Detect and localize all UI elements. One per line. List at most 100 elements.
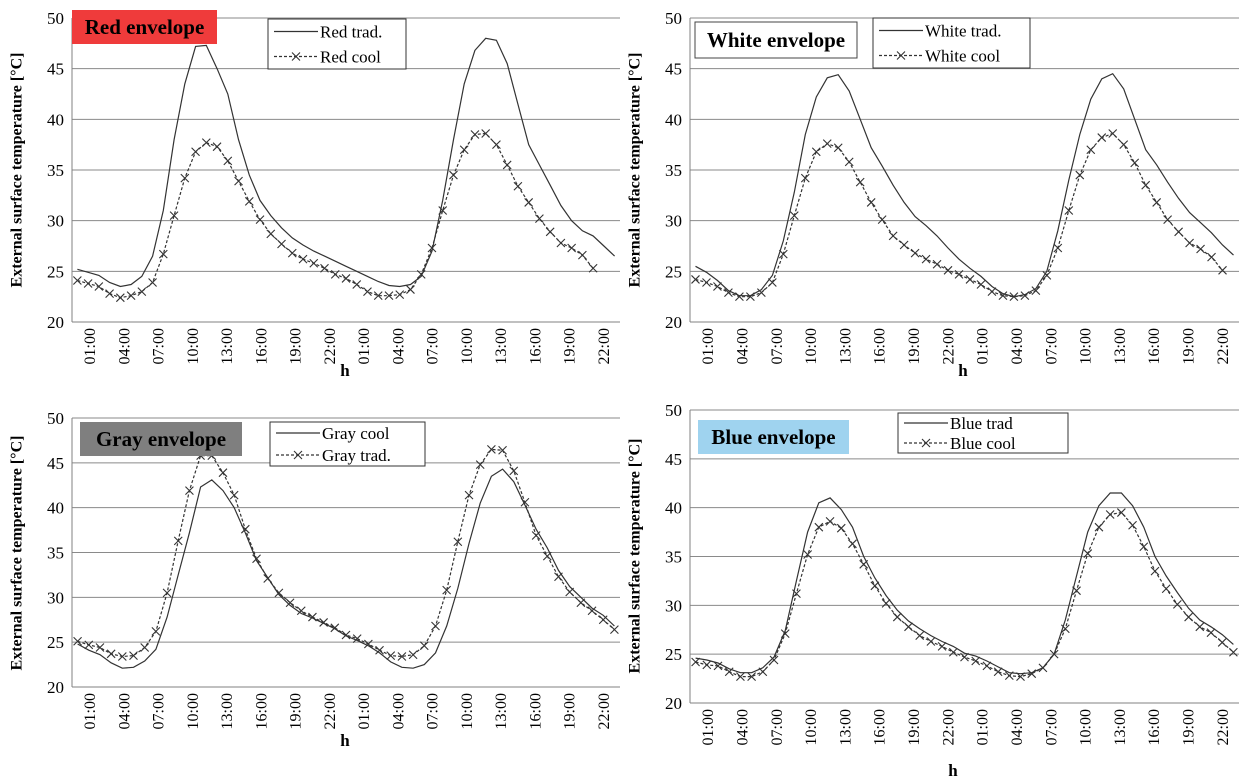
legend-label: Blue cool xyxy=(950,434,1016,453)
data-point-marker xyxy=(1116,508,1126,517)
y-tick-label: 25 xyxy=(665,262,682,281)
data-point-marker xyxy=(877,215,887,225)
data-point-marker xyxy=(431,621,440,631)
legend-label: Gray trad. xyxy=(322,446,391,465)
x-tick-label: 07:00 xyxy=(425,693,442,729)
data-point-marker xyxy=(844,157,854,167)
data-point-marker xyxy=(296,606,306,616)
data-point-marker xyxy=(1072,586,1081,596)
x-tick-label: 19:00 xyxy=(288,693,305,729)
x-tick-label: 10:00 xyxy=(803,328,820,364)
data-point-marker xyxy=(320,263,329,273)
data-point-marker xyxy=(341,274,351,283)
x-axis-title: h xyxy=(948,761,958,779)
data-point-marker xyxy=(148,278,157,287)
legend-marker xyxy=(293,450,303,460)
data-point-marker xyxy=(106,649,116,659)
data-point-marker xyxy=(244,197,254,206)
x-tick-label: 10:00 xyxy=(459,693,476,729)
data-point-marker xyxy=(1031,286,1041,295)
data-point-marker xyxy=(713,661,723,671)
x-tick-label: 10:00 xyxy=(185,328,202,364)
data-point-marker xyxy=(169,211,179,220)
data-point-marker xyxy=(811,147,821,157)
data-point-marker xyxy=(201,138,211,148)
y-tick-label: 40 xyxy=(47,499,64,518)
data-point-marker xyxy=(464,490,474,500)
data-point-marker xyxy=(94,282,104,291)
data-point-marker xyxy=(373,291,383,301)
data-point-marker xyxy=(870,581,880,591)
data-point-marker xyxy=(800,173,810,183)
data-point-marker xyxy=(486,444,496,454)
y-tick-label: 45 xyxy=(47,60,64,79)
data-point-marker xyxy=(932,259,942,269)
data-point-marker xyxy=(825,516,835,526)
y-tick-label: 25 xyxy=(47,633,64,652)
x-tick-label: 04:00 xyxy=(116,693,133,729)
data-point-marker xyxy=(1185,238,1194,248)
data-point-marker xyxy=(1086,145,1096,155)
chart-title-box xyxy=(72,10,217,44)
data-point-marker xyxy=(736,672,745,682)
y-tick-label: 30 xyxy=(47,212,64,231)
data-point-marker xyxy=(1174,227,1183,237)
data-point-marker xyxy=(767,278,777,287)
data-point-marker xyxy=(151,627,161,636)
data-point-marker xyxy=(277,239,286,249)
data-point-marker xyxy=(126,291,136,301)
legend-box xyxy=(897,412,1069,454)
data-point-marker xyxy=(542,551,552,561)
x-axis-title: h xyxy=(958,361,968,380)
legend-label: Red trad. xyxy=(320,23,382,42)
data-point-marker xyxy=(881,598,891,608)
data-point-marker xyxy=(859,559,869,569)
data-point-marker xyxy=(384,291,394,301)
data-point-marker xyxy=(274,588,284,598)
x-tick-label: 22:00 xyxy=(322,328,339,364)
x-tick-label: 04:00 xyxy=(116,328,133,364)
y-tick-label: 50 xyxy=(47,9,64,28)
data-point-marker xyxy=(185,486,194,496)
data-point-marker xyxy=(1152,198,1162,207)
x-tick-label: 10:00 xyxy=(1078,328,1095,364)
data-point-marker xyxy=(948,647,958,657)
data-point-marker xyxy=(73,636,82,646)
data-point-marker xyxy=(756,288,766,298)
data-point-marker xyxy=(998,291,1008,301)
x-tick-label: 01:00 xyxy=(700,328,717,364)
x-tick-label: 01:00 xyxy=(975,328,992,364)
x-tick-label: 07:00 xyxy=(769,709,786,745)
y-tick-label: 50 xyxy=(665,9,682,28)
data-point-marker xyxy=(702,660,712,670)
y-tick-label: 30 xyxy=(47,588,64,607)
legend-marker xyxy=(896,51,906,60)
data-point-marker xyxy=(792,589,801,599)
x-tick-label: 22:00 xyxy=(1215,328,1232,364)
data-point-marker xyxy=(554,572,563,582)
data-point-marker xyxy=(1009,292,1019,302)
data-point-marker xyxy=(1206,628,1216,638)
x-tick-label: 22:00 xyxy=(596,693,613,729)
x-tick-label: 07:00 xyxy=(151,693,168,729)
x-tick-label: 07:00 xyxy=(1043,328,1060,364)
legend-label: Red cool xyxy=(320,48,381,67)
data-point-marker xyxy=(84,640,94,650)
y-tick-label: 40 xyxy=(665,110,682,129)
x-tick-label: 01:00 xyxy=(700,709,717,745)
data-point-marker xyxy=(229,490,239,500)
data-point-marker xyxy=(822,139,832,149)
x-tick-label: 01:00 xyxy=(975,709,992,745)
data-point-marker xyxy=(904,622,913,632)
data-point-marker xyxy=(588,263,598,273)
chart-title: Red envelope xyxy=(85,15,205,39)
chart-title: White envelope xyxy=(707,28,845,52)
data-point-marker xyxy=(1119,140,1129,150)
legend-box xyxy=(269,421,426,467)
x-tick-label: 19:00 xyxy=(1181,328,1198,364)
data-point-marker xyxy=(180,173,190,183)
data-point-marker xyxy=(158,249,168,259)
chart-panel-red: 20 25 30 35 40 45 50 01:00 04:00 07:00 10:00 13:00 1… xyxy=(9,9,620,380)
data-point-marker xyxy=(309,258,319,268)
